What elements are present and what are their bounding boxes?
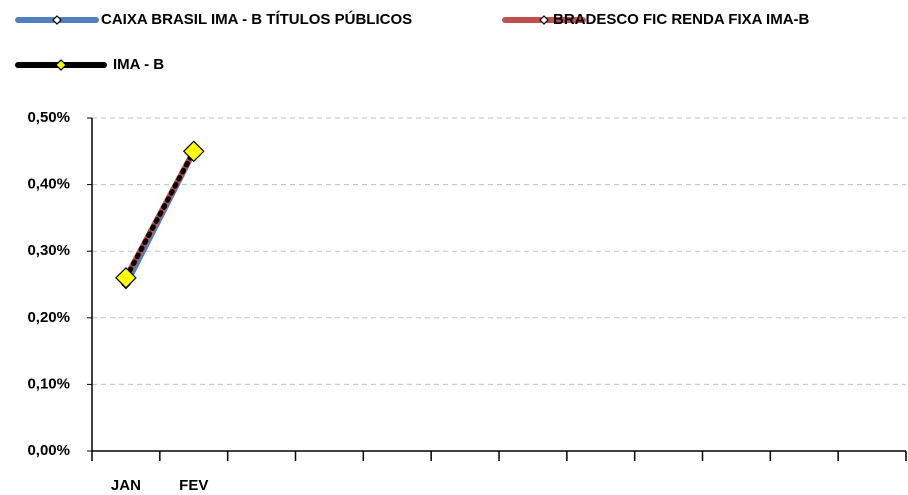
- y-tick-label: 0,00%: [27, 442, 70, 459]
- x-tick-label: FEV: [179, 477, 208, 494]
- y-tick-label: 0,50%: [27, 109, 70, 126]
- series-marker: [182, 140, 205, 163]
- legend-marker: [52, 15, 62, 25]
- series-marker: [115, 266, 137, 289]
- legend-label: IMA - B: [113, 56, 164, 73]
- y-tick-label: 0,20%: [27, 309, 70, 326]
- legend-label: CAIXA BRASIL IMA - B TÍTULOS PÚBLICOS: [101, 10, 412, 28]
- y-tick-label: 0,30%: [27, 242, 70, 259]
- x-tick-label: JAN: [111, 477, 141, 494]
- legend-marker: [55, 59, 67, 71]
- y-tick-label: 0,10%: [27, 375, 70, 392]
- legend-marker: [539, 15, 549, 25]
- legend-label: BRADESCO FIC RENDA FIXA IMA-B: [553, 11, 810, 28]
- series-line: [123, 148, 197, 281]
- y-tick-label: 0,40%: [27, 176, 70, 193]
